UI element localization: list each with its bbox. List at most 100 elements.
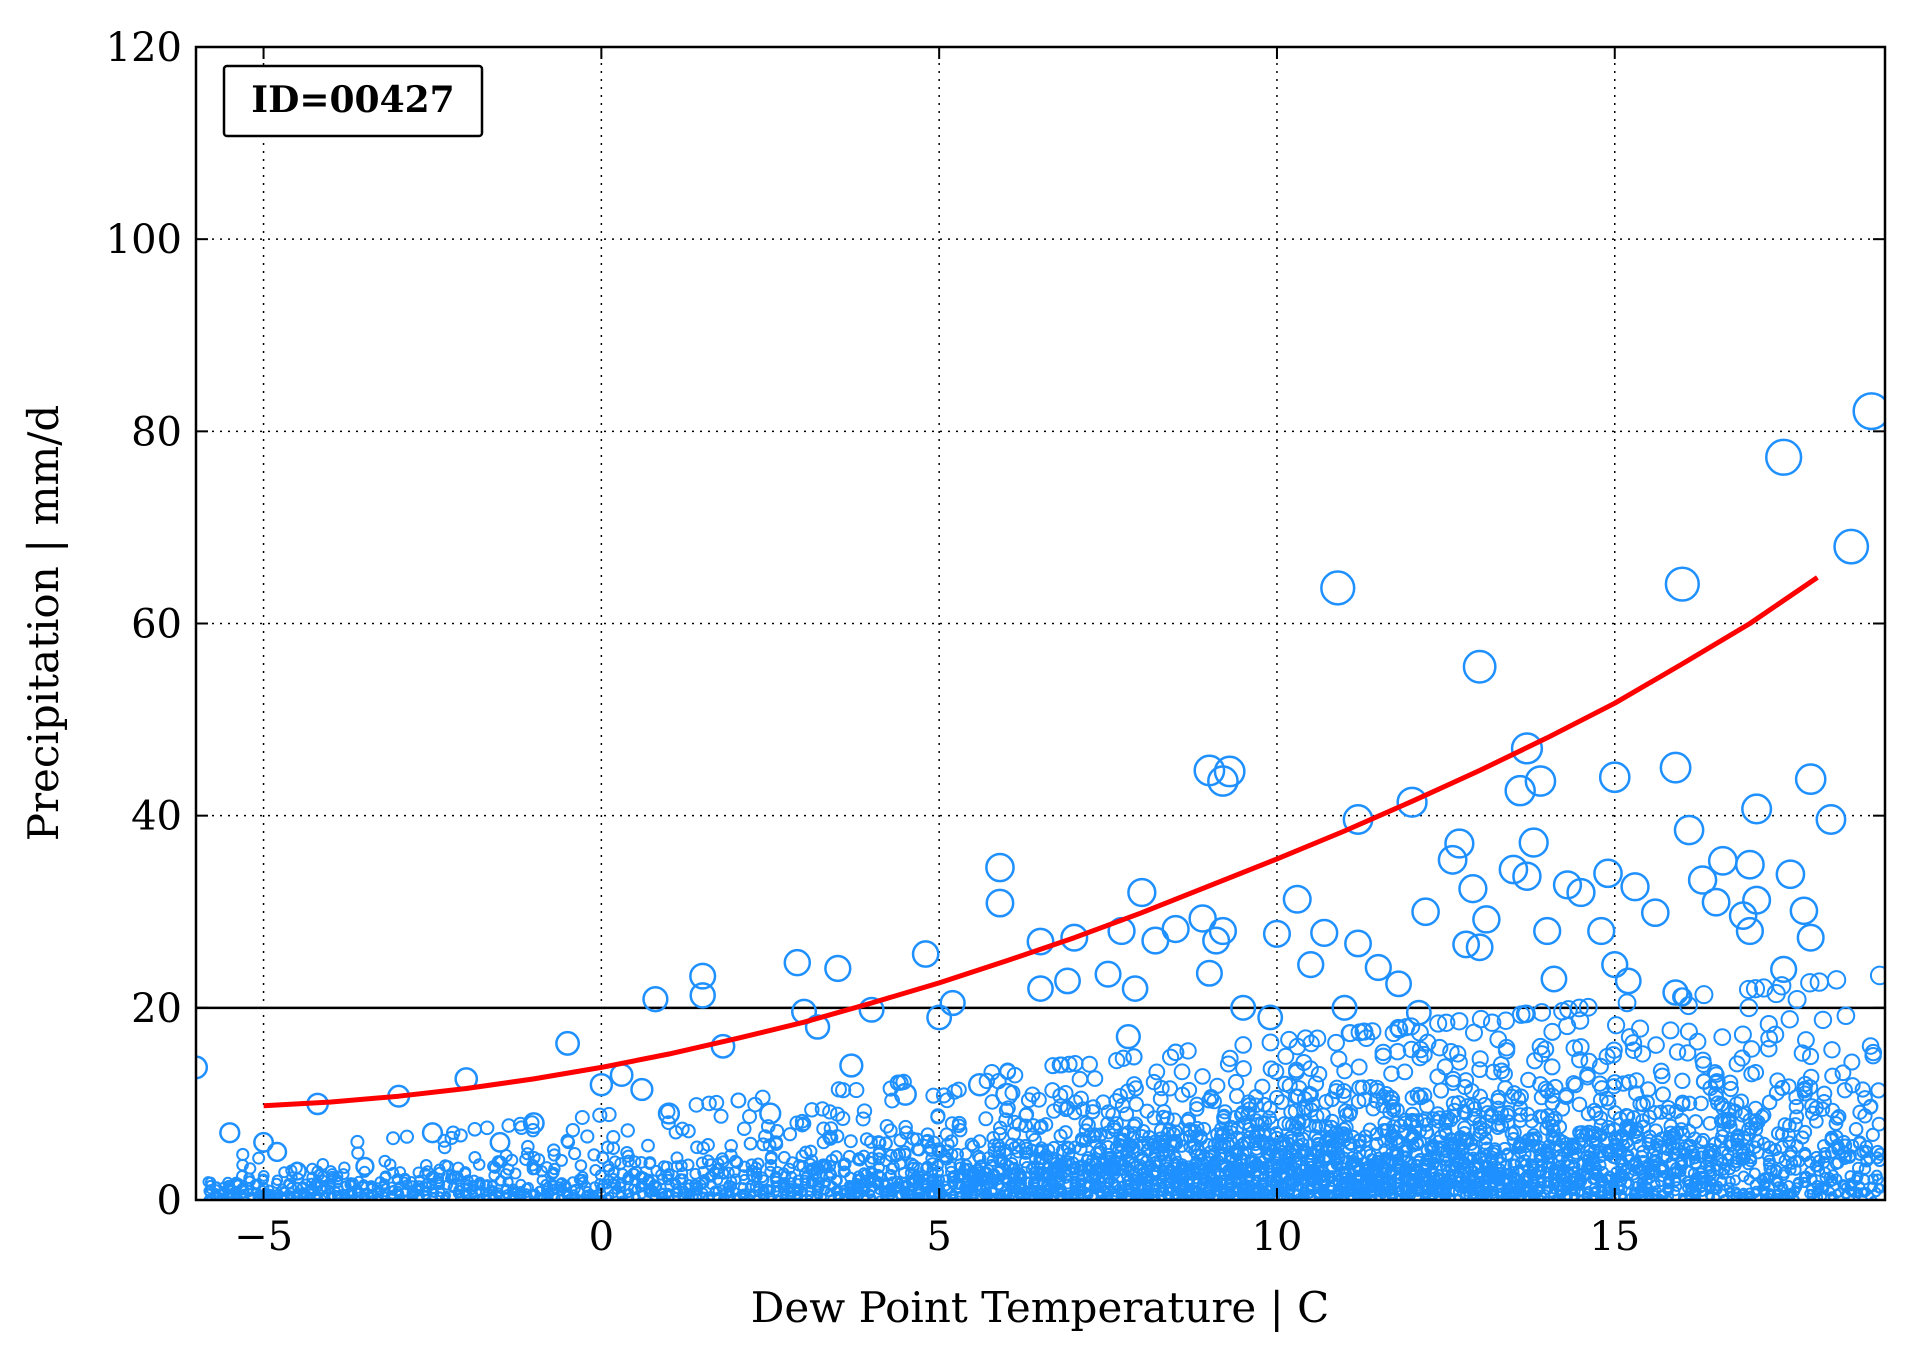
scatter-point xyxy=(999,1063,1017,1081)
scatter-point xyxy=(1207,765,1239,797)
scatter-point xyxy=(1818,1181,1829,1192)
scatter-point xyxy=(1693,1095,1709,1112)
scatter-point xyxy=(972,1134,987,1149)
scatter-point xyxy=(1331,994,1358,1021)
scatter-point xyxy=(1802,1079,1819,1096)
scatter-point xyxy=(1213,755,1246,788)
scatter-point xyxy=(358,1165,371,1178)
scatter-point xyxy=(1309,1143,1324,1157)
scatter-point xyxy=(1490,1120,1506,1136)
scatter-point xyxy=(1340,1024,1359,1043)
scatter-point xyxy=(1778,1166,1791,1179)
scatter-point xyxy=(1449,1045,1467,1063)
scatter-point xyxy=(1274,1094,1290,1110)
scatter-point xyxy=(589,1072,614,1097)
scatter-point xyxy=(1223,1119,1239,1135)
scatter-point xyxy=(1565,1039,1584,1057)
scatter-point xyxy=(717,1193,727,1200)
scatter-point xyxy=(895,1073,912,1091)
scatter-point xyxy=(1513,1088,1529,1105)
scatter-point xyxy=(897,1145,912,1159)
scatter-point xyxy=(823,1131,838,1146)
scatter-point xyxy=(1080,1055,1098,1073)
scatter-point xyxy=(1766,1025,1785,1044)
scatter-point xyxy=(1815,804,1847,835)
scatter-point xyxy=(1614,967,1642,995)
scatter-point xyxy=(1759,1039,1778,1058)
scatter-point xyxy=(1794,763,1827,796)
scatter-point xyxy=(1493,1167,1506,1180)
y-axis-label: Precipitation | mm/d xyxy=(19,405,68,842)
scatter-point xyxy=(722,1166,735,1179)
scatter-point xyxy=(592,1107,608,1123)
scatter-point xyxy=(695,1156,709,1170)
scatter-point xyxy=(419,1159,433,1172)
scatter-point xyxy=(723,1186,734,1197)
scatter-point xyxy=(1472,1088,1489,1105)
scatter-point xyxy=(1328,1083,1345,1100)
scatter-point xyxy=(1057,1085,1074,1102)
scatter-point xyxy=(555,1030,581,1056)
scatter-point xyxy=(1410,1137,1425,1152)
scatter-point xyxy=(614,1157,627,1170)
scatter-point xyxy=(1075,1101,1091,1117)
scatter-point xyxy=(1797,1031,1815,1049)
scatter-point xyxy=(681,1158,695,1172)
scatter-point xyxy=(616,1177,628,1189)
scatter-point xyxy=(829,1150,843,1164)
scatter-point xyxy=(1282,884,1312,914)
scatter-point xyxy=(1722,1080,1739,1098)
scatter-point xyxy=(794,1113,810,1129)
scatter-point xyxy=(1567,1077,1584,1094)
scatter-point xyxy=(1236,1147,1250,1161)
scatter-point xyxy=(445,1168,458,1181)
scatter-point xyxy=(524,1115,540,1131)
scatter-point xyxy=(1593,858,1623,889)
scatter-point xyxy=(972,1149,986,1163)
scatter-point xyxy=(1498,854,1529,885)
scatter-point xyxy=(1639,1094,1655,1111)
scatter-point xyxy=(399,1172,411,1185)
scatter-point xyxy=(1679,996,1698,1016)
scatter-point xyxy=(1852,392,1885,431)
scatter-point xyxy=(1411,1049,1429,1067)
scatter-point xyxy=(835,1111,851,1127)
scatter-point xyxy=(316,1157,330,1171)
scatter-point xyxy=(939,989,966,1017)
scatter-point xyxy=(1121,975,1149,1002)
scatter-point xyxy=(551,1192,561,1200)
scatter-point xyxy=(1459,1098,1476,1114)
scatter-point xyxy=(1457,1120,1472,1136)
scatter-point xyxy=(1741,1157,1755,1171)
scatter-point xyxy=(1787,989,1807,1009)
scatter-point xyxy=(924,1143,938,1157)
scatter-point xyxy=(1477,1122,1492,1138)
scatter-point xyxy=(1688,1032,1707,1051)
scatter-point xyxy=(796,1116,812,1132)
scatter-point xyxy=(1058,1125,1073,1140)
scatter-point xyxy=(1873,1147,1885,1161)
scatter-point xyxy=(565,1122,581,1138)
scatter-point xyxy=(574,1109,590,1125)
scatter-point xyxy=(1833,528,1870,565)
scatter-point xyxy=(1571,1096,1588,1113)
scatter-point xyxy=(1189,1101,1205,1117)
scatter-point xyxy=(1073,1163,1086,1176)
scatter-point xyxy=(331,1170,344,1183)
scatter-point xyxy=(521,1139,535,1154)
scatter-point xyxy=(967,1072,992,1097)
scatter-point xyxy=(365,1180,377,1192)
scatter-point xyxy=(1053,1157,1066,1171)
scatter-point xyxy=(724,1139,738,1153)
scatter-point xyxy=(1195,959,1223,987)
scatter-point xyxy=(782,1127,798,1142)
scatter-point xyxy=(1310,918,1339,948)
scatter-point xyxy=(1674,1072,1691,1090)
scatter-point xyxy=(1094,960,1122,988)
scatter-point xyxy=(1482,1013,1502,1032)
scatter-point xyxy=(1678,1044,1697,1062)
scatter-point xyxy=(1851,1161,1865,1175)
scatter-point xyxy=(1444,828,1475,859)
scatter-point xyxy=(1716,1175,1728,1188)
scatter-point xyxy=(873,1177,885,1189)
